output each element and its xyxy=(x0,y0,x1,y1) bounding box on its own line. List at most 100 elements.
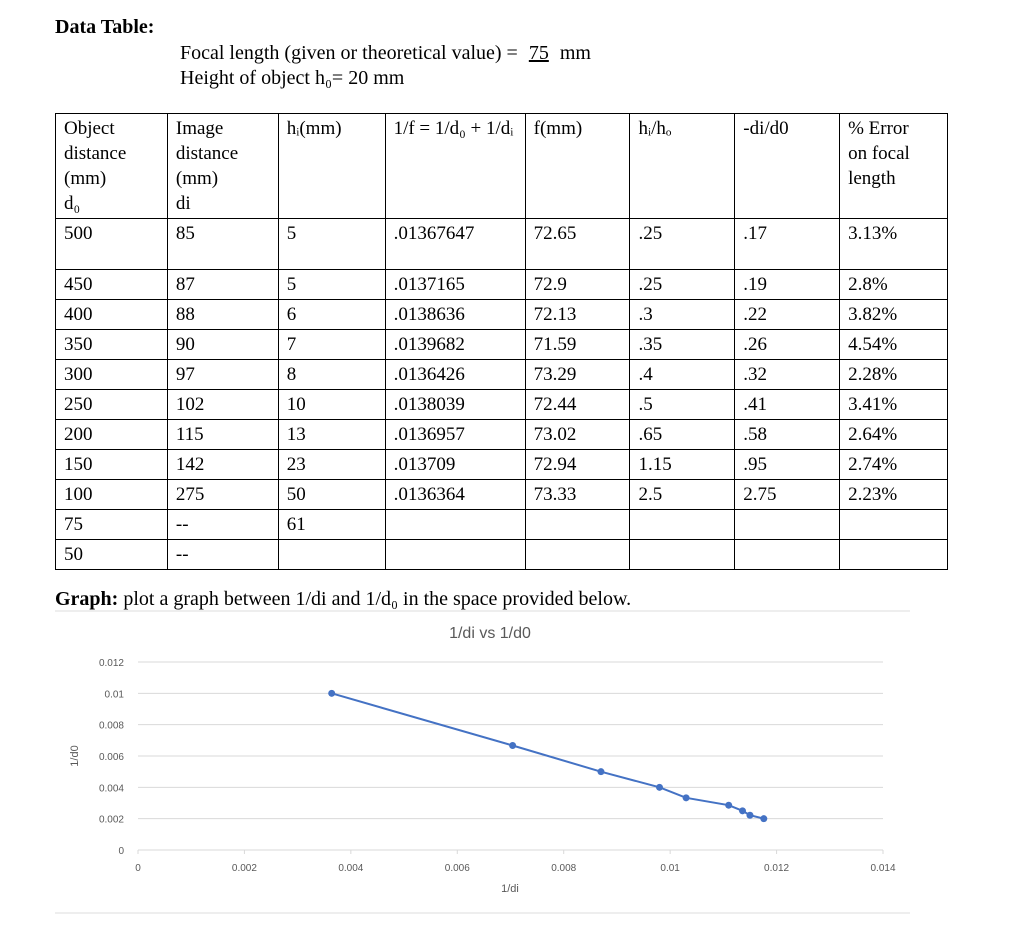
chart: 1/di vs 1/d0 1/di 1/d0 0 0.002 0.004 0.006 0… xyxy=(55,610,910,914)
table-cell: 5 xyxy=(277,269,386,300)
y-tick-label: 0.002 xyxy=(99,815,124,826)
x-tick-label: 0.002 xyxy=(232,863,257,874)
header-text: % Error xyxy=(848,118,909,139)
height-line: Height of object h₀= 20 mm xyxy=(180,67,405,89)
table-cell: -- xyxy=(166,539,279,570)
table-row: 100 275 50.0136364 73.33 2.5 2.75 2.23% xyxy=(55,479,948,510)
table-cell: .0139682 xyxy=(384,329,526,360)
table-cell: 2.23% xyxy=(839,479,948,510)
header-text: (mm) xyxy=(175,168,219,189)
x-tick-label: 0.004 xyxy=(338,863,363,874)
table-row: 150 142 23.013709 72.94 1.15.95 2.74% xyxy=(55,449,948,480)
header-text: (mm) xyxy=(64,168,107,189)
table-cell xyxy=(734,509,841,540)
table-cell xyxy=(384,509,526,540)
table-cell: .32 xyxy=(734,359,841,390)
table-row: 50 -- xyxy=(55,539,948,570)
point xyxy=(725,801,733,809)
table-cell: 4.54% xyxy=(839,329,948,360)
table-cell: 300 xyxy=(55,359,168,390)
table-cell xyxy=(629,509,736,540)
table-cell: 2.64% xyxy=(839,419,948,450)
table-cell: 6 xyxy=(277,299,386,330)
focal-value: 75 xyxy=(528,42,549,64)
x-tick-label: 0.012 xyxy=(764,863,789,874)
table-cell: 3.82% xyxy=(839,299,948,330)
table-cell xyxy=(524,539,631,570)
x-axis-label: 1/di xyxy=(501,883,519,895)
header-text: hᵢ/hₒ xyxy=(638,118,672,139)
table-cell: 350 xyxy=(55,329,168,360)
table-row: 450 87 5.0137165 72.9.25.19 2.8% xyxy=(55,269,948,300)
table-row: 250 102 10.0138039 72.44.5.41 3.41% xyxy=(55,389,948,420)
x-tick-label: 0.014 xyxy=(870,863,895,874)
table-cell: 3.13% xyxy=(839,218,948,270)
y-tick-label: 0 xyxy=(118,846,124,857)
table-cell xyxy=(524,509,631,540)
x-tick-label: 0 xyxy=(135,863,141,874)
header-cell: f(mm) xyxy=(524,113,631,219)
table-row: 350 90 7.0139682 71.59.35.26 4.54% xyxy=(55,329,948,360)
table-cell: .17 xyxy=(734,218,841,270)
graph-label: Graph: xyxy=(55,588,119,610)
table-cell: 88 xyxy=(166,299,279,330)
point xyxy=(656,783,663,791)
table-cell: 50 xyxy=(277,479,386,510)
x-tick-label: 0.006 xyxy=(445,863,470,874)
table-cell: .22 xyxy=(734,299,841,330)
table-cell xyxy=(384,539,526,570)
header-text: Object xyxy=(64,118,115,139)
table-row: 300 97 8.0136426 73.29.4.32 2.28% xyxy=(55,359,948,390)
table-cell: .95 xyxy=(734,449,841,480)
table-cell: .4 xyxy=(629,359,736,390)
table-cell: 2.75 xyxy=(734,479,841,510)
graph-text: plot a graph between 1/di and 1/d₀ in th… xyxy=(123,588,632,610)
table-cell: 150 xyxy=(55,449,168,480)
table-cell: 400 xyxy=(55,299,168,330)
table-cell: .0136426 xyxy=(384,359,526,390)
chart-title: 1/di vs 1/d0 xyxy=(449,625,531,642)
y-tick-label: 0.012 xyxy=(99,658,124,669)
header-text: -di/d0 xyxy=(743,118,789,139)
table-cell: 115 xyxy=(166,419,279,450)
table-cell xyxy=(734,539,841,570)
table-cell: 72.44 xyxy=(524,389,631,420)
table-cell: 100 xyxy=(55,479,168,510)
table-cell: 2.8% xyxy=(839,269,948,300)
table-cell: 102 xyxy=(166,389,279,420)
table-cell: .26 xyxy=(734,329,841,360)
table-cell: 50 xyxy=(55,539,168,570)
table-cell: .0138636 xyxy=(384,299,526,330)
table-cell: 72.65 xyxy=(524,218,631,270)
graph-prompt: Graph: plot a graph between 1/di and 1/d… xyxy=(55,588,631,611)
point xyxy=(682,794,690,802)
table-cell: .5 xyxy=(629,389,736,420)
header-text: distance xyxy=(64,143,127,164)
table-cell: 75 xyxy=(55,509,168,540)
table-cell: -- xyxy=(166,509,279,540)
y-tick-label: 0.008 xyxy=(99,721,124,732)
x-tick-label: 0.01 xyxy=(660,863,680,874)
table-cell: 73.02 xyxy=(524,419,631,450)
table-cell: .19 xyxy=(734,269,841,300)
table-cell: 10 xyxy=(277,389,386,420)
focal-unit: mm xyxy=(559,42,591,64)
table-cell: 61 xyxy=(277,509,386,540)
y-tick-label: 0.006 xyxy=(99,752,124,763)
header-cell: Object distance (mm) d₀ xyxy=(55,113,168,219)
table-cell: 73.29 xyxy=(524,359,631,390)
table-row: 200 115 13.0136957 73.02.65.58 2.64% xyxy=(55,419,948,450)
table-cell: 97 xyxy=(166,359,279,390)
header-text: Image xyxy=(175,118,224,139)
table-cell: 85 xyxy=(166,218,279,270)
header-text: d₀ xyxy=(64,193,81,214)
header-cell: hᵢ/hₒ xyxy=(629,113,736,219)
table-cell: 500 xyxy=(55,218,168,270)
table-cell xyxy=(839,509,948,540)
point xyxy=(746,811,754,819)
table-cell xyxy=(629,539,736,570)
table-cell: .0136364 xyxy=(384,479,526,510)
data-table: Object distance (mm) d₀ Image distance (mm) di h… xyxy=(55,113,948,570)
table-cell: 90 xyxy=(166,329,279,360)
header-text: di xyxy=(175,193,191,214)
